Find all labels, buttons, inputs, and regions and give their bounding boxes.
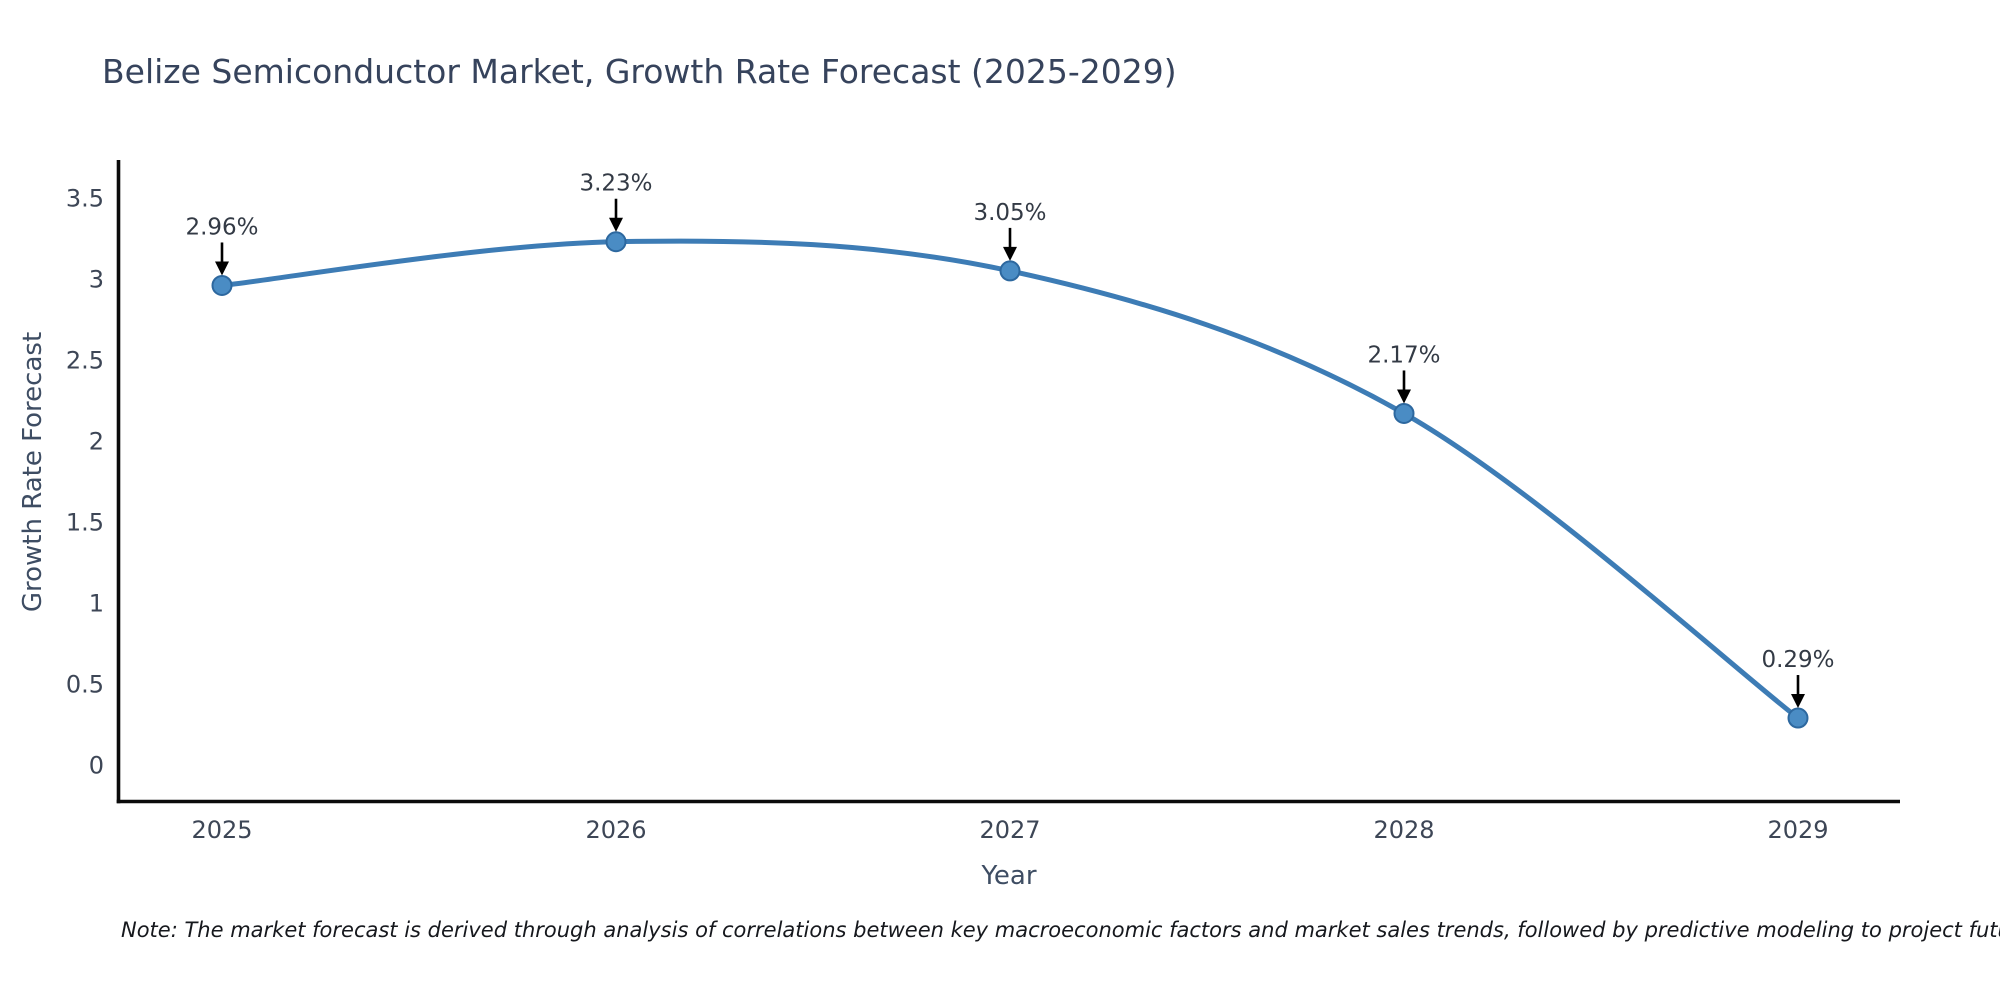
data-point-label: 2.96% [185,214,258,240]
data-point-2026 [605,231,627,253]
annotation-arrow-head [1791,694,1805,709]
x-tick-label: 2025 [191,816,252,844]
y-tick-label: 3 [89,266,104,294]
annotation-arrow-head [609,217,623,232]
data-point-2029 [1787,707,1809,729]
y-tick-label: 1.5 [66,509,104,537]
y-tick-label: 2.5 [66,347,104,375]
y-tick-label: 0 [89,752,104,780]
x-tick-label: 2026 [585,816,646,844]
annotation-arrow-head [1397,389,1411,404]
annotation-arrow-head [1003,246,1017,261]
data-point-2028 [1393,402,1415,424]
x-tick-label: 2029 [1767,816,1828,844]
annotation-arrow-head [215,261,229,276]
y-tick-label: 3.5 [66,185,104,213]
x-tick-label: 2028 [1373,816,1434,844]
data-point-label: 3.05% [973,200,1046,226]
y-tick-label: 2 [89,428,104,456]
x-axis-title: Year [981,861,1037,891]
y-tick-label: 1 [89,590,104,618]
x-tick-label: 2027 [979,816,1040,844]
data-point-label: 3.23% [579,171,652,197]
series-line [219,238,1801,721]
data-point-label: 2.17% [1367,342,1440,368]
y-tick-label: 0.5 [66,671,104,699]
data-point-2025 [211,274,233,296]
footnote: Note: The market forecast is derived thr… [121,918,2000,942]
chart-title: Belize Semiconductor Market, Growth Rate… [102,52,1177,91]
data-point-2027 [999,260,1021,282]
data-point-label: 0.29% [1761,647,1834,673]
